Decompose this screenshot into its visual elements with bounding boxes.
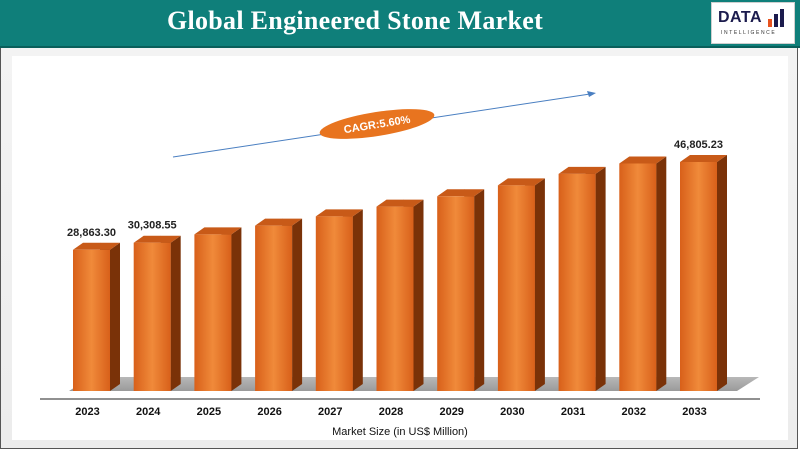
bar-depth-2026 <box>292 218 303 391</box>
x-tick-2031: 2031 <box>561 406 585 418</box>
bar-top-2031 <box>558 166 606 174</box>
x-tick-2026: 2026 <box>257 406 281 418</box>
logo-bars-icon <box>768 9 790 27</box>
x-tick-2027: 2027 <box>318 406 342 418</box>
bar-depth-2031 <box>595 166 606 391</box>
x-tick-2033: 2033 <box>682 406 706 418</box>
x-tick-2023: 2023 <box>75 406 99 418</box>
bar-depth-2033 <box>717 155 727 391</box>
bar-top-2030 <box>497 178 545 186</box>
bar-top-2023 <box>73 242 120 250</box>
bar-top-2029 <box>437 189 485 197</box>
x-tick-2025: 2025 <box>197 406 221 418</box>
bar-top-2027 <box>315 209 363 217</box>
bar-2024 <box>133 242 171 391</box>
bar-2026 <box>255 225 293 391</box>
bar-top-2025 <box>194 227 242 235</box>
x-tick-2024: 2024 <box>136 406 161 418</box>
bar-depth-2028 <box>413 199 424 391</box>
bar-2031 <box>558 173 596 391</box>
bar-2030 <box>497 185 535 391</box>
data-label-2033: 46,805.23 <box>674 139 723 151</box>
bar-depth-2030 <box>534 178 545 391</box>
bar-depth-2025 <box>231 227 242 391</box>
bar-depth-2027 <box>352 209 363 391</box>
header-bar <box>0 0 800 46</box>
bar-top-2024 <box>133 235 181 243</box>
bar-top-2028 <box>376 199 424 207</box>
bar-2028 <box>376 206 414 391</box>
logo-subtext: INTELLIGENCE <box>721 30 777 36</box>
bar-2029 <box>437 196 475 391</box>
brand-logo: DATA INTELLIGENCE <box>711 2 795 44</box>
x-tick-2029: 2029 <box>439 406 463 418</box>
logo-wordmark: DATA <box>718 9 763 26</box>
chart-title: Global Engineered Stone Market <box>166 6 544 35</box>
data-label-2024: 30,308.55 <box>128 220 177 232</box>
bar-2032 <box>619 163 657 391</box>
bar-top-2033 <box>680 155 727 162</box>
data-label-2023: 28,863.30 <box>67 227 116 239</box>
bar-depth-2023 <box>110 242 120 391</box>
bar-2023 <box>73 249 110 391</box>
bar-2027 <box>315 216 353 391</box>
bar-2025 <box>194 234 232 391</box>
cagr-bubble: CAGR:5.60% <box>319 109 435 139</box>
cagr-ellipse <box>319 109 435 139</box>
bar-top-2032 <box>619 156 667 164</box>
header-divider <box>0 46 800 48</box>
bar-depth-2029 <box>474 189 485 391</box>
x-tick-2032: 2032 <box>622 406 646 418</box>
x-tick-2030: 2030 <box>500 406 524 418</box>
bar-depth-2024 <box>170 235 181 391</box>
x-axis-title: Market Size (in US$ Million) <box>332 426 468 438</box>
trend-arrow-head <box>587 91 596 97</box>
bar-2033 <box>680 162 717 391</box>
bar-top-2026 <box>255 218 303 226</box>
bar-depth-2032 <box>656 156 667 391</box>
x-tick-2028: 2028 <box>379 406 403 418</box>
